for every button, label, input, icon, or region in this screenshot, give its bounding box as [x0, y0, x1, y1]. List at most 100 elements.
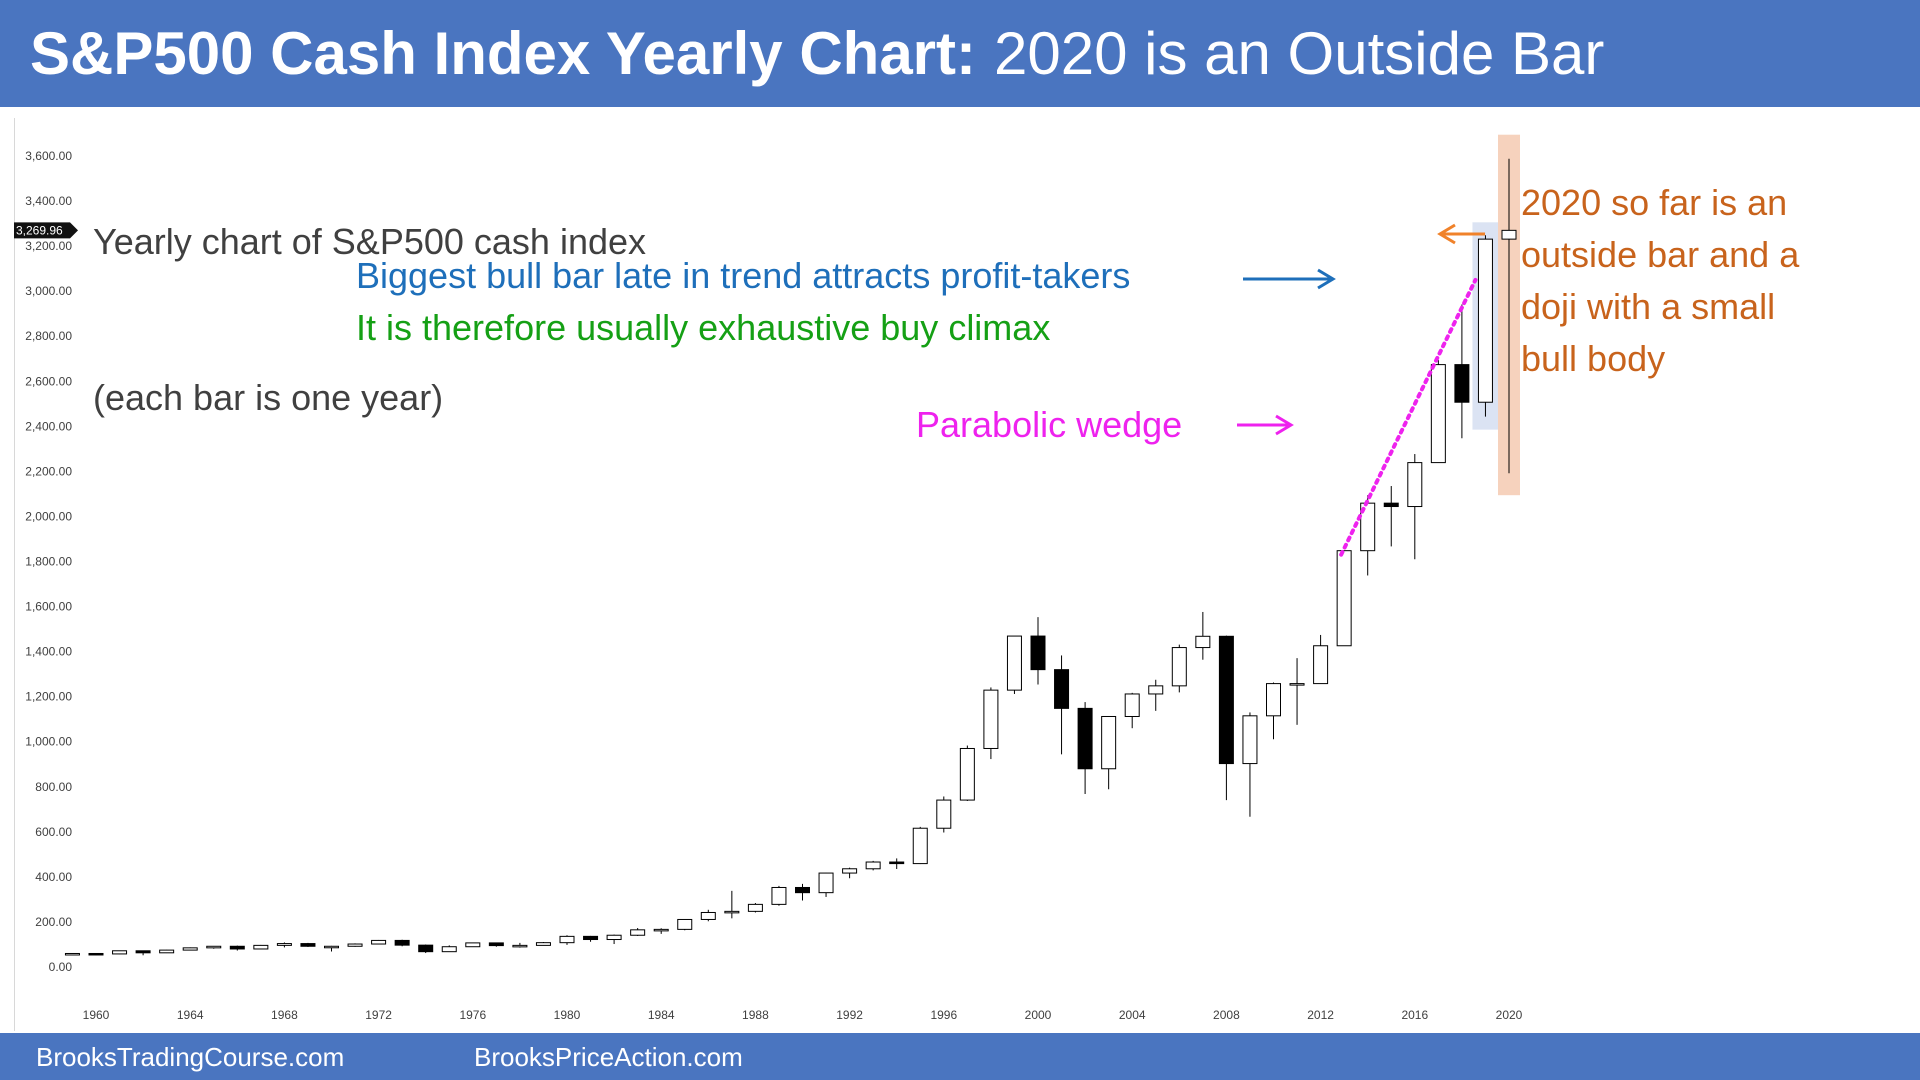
candle-1993: [865, 860, 881, 871]
candle-body: [1266, 683, 1281, 717]
candle-1959: [64, 952, 80, 956]
candle-1988: [747, 903, 763, 913]
candle-2003: [1101, 715, 1117, 790]
candle-body: [1407, 462, 1423, 508]
candle-1960: [88, 952, 104, 956]
candle-body: [1148, 685, 1164, 695]
x-tick-label: 2004: [1119, 1008, 1146, 1022]
candle-1985: [677, 918, 693, 931]
candle-1991: [818, 872, 834, 897]
footer-link-left[interactable]: BrooksTradingCourse.com: [36, 1042, 345, 1072]
candle-body: [465, 942, 481, 948]
current-price-badge: 3,269.96: [14, 222, 78, 239]
x-tick-label: 1964: [177, 1008, 204, 1022]
candle-2011: [1289, 658, 1305, 725]
candle-1998: [983, 687, 999, 760]
candle-2002: [1077, 702, 1093, 794]
candle-1978: [512, 942, 528, 948]
candle-body: [1054, 669, 1070, 709]
candle-body: [324, 945, 339, 949]
candle-1979: [535, 941, 551, 946]
candle-1986: [700, 909, 716, 922]
candle-1963: [159, 949, 175, 954]
candle-1995: [912, 826, 928, 865]
candle-body: [347, 943, 363, 947]
candle-2012: [1313, 634, 1329, 685]
y-tick-label: 800.00: [35, 780, 72, 794]
candle-body: [1501, 229, 1517, 240]
candle-body: [677, 918, 693, 930]
candle-2007: [1195, 611, 1211, 660]
x-tick-label: 1988: [742, 1008, 769, 1022]
candle-1966: [229, 945, 245, 951]
y-tick-label: 3,600.00: [25, 149, 72, 163]
candle-1969: [300, 942, 316, 947]
candle-1970: [324, 945, 339, 952]
candle-1972: [371, 939, 387, 945]
candle-body: [889, 861, 905, 865]
candle-1999: [1006, 635, 1022, 694]
current-price-label: 3,269.96: [16, 223, 63, 237]
candle-body: [842, 868, 858, 874]
y-tick-label: 200.00: [35, 915, 72, 929]
candle-body: [1030, 635, 1046, 671]
candle-body: [983, 689, 999, 749]
candle-1989: [771, 885, 787, 906]
y-tick-label: 600.00: [35, 825, 72, 839]
y-tick-label: 1,200.00: [25, 690, 72, 704]
candle-body: [747, 903, 763, 912]
candle-body: [865, 861, 881, 870]
candle-body: [159, 949, 175, 954]
candle-2008: [1218, 635, 1234, 801]
candle-body: [1454, 364, 1470, 403]
candle-2006: [1171, 644, 1187, 693]
x-tick-label: 2008: [1213, 1008, 1240, 1022]
y-tick-label: 3,000.00: [25, 284, 72, 298]
candle-2005: [1148, 679, 1164, 711]
candle-body: [1242, 715, 1258, 765]
candle-1964: [182, 947, 198, 951]
candle-1977: [488, 942, 504, 947]
candle-body: [1218, 635, 1234, 765]
candle-1983: [630, 928, 646, 936]
candle-1974: [418, 944, 434, 954]
candle-1994: [889, 858, 905, 870]
candle-2017: [1430, 359, 1446, 464]
y-tick-label: 2,400.00: [25, 419, 72, 433]
candles: [64, 158, 1517, 956]
candle-body: [488, 942, 504, 947]
annotation-parabolic-wedge: Parabolic wedge: [916, 404, 1183, 445]
candle-2004: [1124, 692, 1140, 729]
candle-body: [936, 799, 952, 829]
candle-1990: [795, 883, 810, 901]
y-axis: 0.00 200.00 400.00 600.00 800.00 1,000.00 1,20…: [25, 149, 72, 974]
candle-body: [700, 911, 716, 920]
candle-body: [724, 910, 740, 914]
footer-link-right[interactable]: BrooksPriceAction.com: [474, 1042, 743, 1072]
candle-body: [371, 939, 387, 945]
candle-body: [771, 886, 787, 905]
candle-body: [1124, 693, 1140, 717]
x-tick-label: 2012: [1307, 1008, 1334, 1022]
candle-body: [1383, 502, 1399, 508]
candle-body: [1430, 364, 1446, 464]
candle-body: [630, 929, 646, 936]
candle-body: [512, 944, 528, 948]
x-tick-label: 1984: [648, 1008, 675, 1022]
chart-frame: [14, 118, 1920, 1031]
candle-1975: [441, 945, 457, 953]
candlestick-chart: 0.00 200.00 400.00 600.00 800.00 1,000.00 1,20…: [14, 134, 1523, 1022]
chart-title-line2: (each bar is one year): [93, 377, 444, 418]
candle-1981: [583, 935, 599, 942]
chart-title: Yearly chart of S&P500 cash index (each …: [93, 112, 646, 476]
y-tick-label: 2,600.00: [25, 374, 72, 388]
candle-body: [535, 942, 551, 946]
x-tick-label: 1992: [836, 1008, 863, 1022]
candle-1992: [842, 867, 858, 879]
candle-2009: [1242, 712, 1258, 817]
page-title-bold: S&P500 Cash Index Yearly Chart:: [30, 20, 976, 87]
y-tick-label: 2,200.00: [25, 464, 72, 478]
candle-1965: [206, 945, 222, 949]
arrows: [1237, 223, 1485, 436]
x-tick-label: 1996: [930, 1008, 957, 1022]
